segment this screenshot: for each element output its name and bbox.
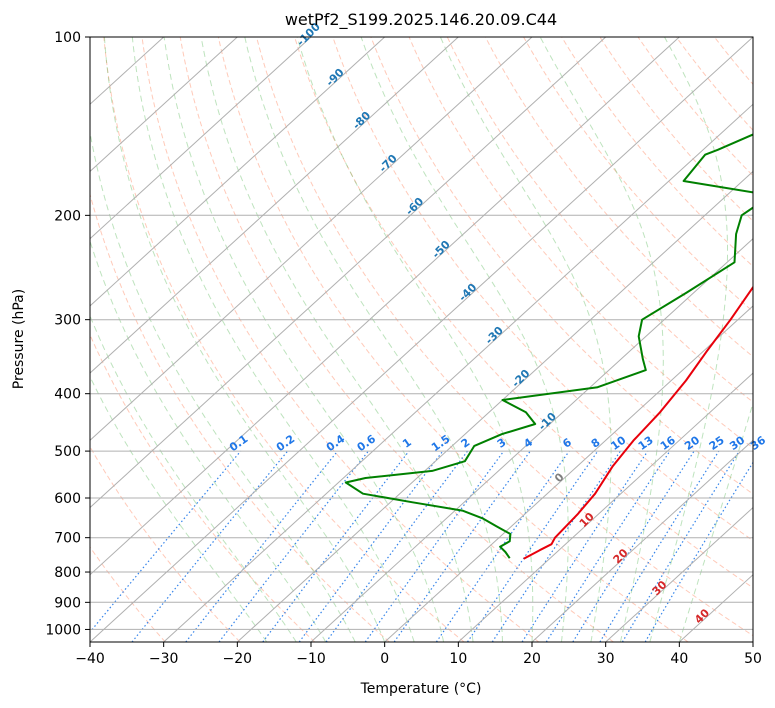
isotherm-line — [236, 170, 753, 642]
x-tick-label: 30 — [597, 651, 615, 667]
y-tick-label: 200 — [54, 208, 81, 224]
isotherm-line — [90, 37, 680, 576]
isotherm-line — [90, 37, 533, 442]
mixing-ratio-line — [621, 450, 740, 642]
isotherm-line — [310, 237, 753, 642]
mixing-ratio-line — [521, 450, 649, 642]
mixing-ratio-line — [185, 450, 339, 642]
x-tick-label: −20 — [223, 651, 253, 667]
isotherm-line — [163, 103, 753, 642]
dewpoint-profile-line — [344, 133, 753, 559]
mixing-ratio-line — [435, 450, 570, 642]
y-tick-label: 900 — [54, 595, 81, 611]
dry-adiabat-line — [523, 37, 753, 313]
dry-adiabat-line — [90, 333, 316, 642]
dry-adiabat-line — [103, 37, 465, 642]
moist-adiabat-line — [678, 401, 753, 642]
moist-adiabat-line — [90, 375, 268, 642]
isotherm-line — [90, 37, 312, 240]
dry-adiabat-line — [179, 37, 614, 642]
mixing-ratio-line — [572, 450, 695, 642]
y-axis-title: Pressure (hPa) — [11, 289, 27, 389]
y-tick-label: 100 — [54, 30, 81, 46]
dry-adiabat-line — [141, 37, 540, 642]
y-tick-label: 600 — [54, 491, 81, 507]
dry-adiabat-line — [294, 37, 753, 589]
moist-adiabat-line — [439, 37, 612, 642]
moist-adiabat-line — [131, 37, 415, 642]
mixing-ratio-line — [466, 450, 599, 642]
x-tick-label: −30 — [149, 651, 179, 667]
x-tick-label: 10 — [449, 651, 467, 667]
moist-adiabat-line — [90, 314, 297, 642]
moist-adiabat-line — [200, 37, 474, 642]
moist-adiabat-line — [649, 37, 728, 642]
axes-ticks: −40 −30 −20 −10 0 10 20 30 40 50 100 200 300 400 500 60… — [45, 30, 762, 667]
moist-adiabat-line — [90, 239, 327, 642]
moist-adiabat-line — [539, 37, 664, 642]
moist-adiabat-line — [163, 37, 445, 642]
mixing-ratio-line — [262, 450, 410, 642]
x-tick-label: 0 — [380, 651, 389, 667]
isotherm-line — [531, 439, 753, 642]
profile-series — [344, 133, 753, 560]
dry-adiabat-line — [90, 445, 241, 642]
moist-adiabat-line — [103, 37, 386, 642]
mixing-ratio-line — [298, 450, 444, 642]
isotherm-line — [90, 37, 607, 509]
x-tick-label: −10 — [296, 651, 326, 667]
plot-frame — [89, 36, 754, 643]
mixing-ratio-line — [325, 450, 468, 642]
isotherm-line — [605, 506, 753, 642]
x-tick-label: −40 — [75, 651, 105, 667]
isotherm-line — [457, 372, 753, 642]
isotherm-line — [90, 37, 459, 374]
moist-adiabat-line — [296, 37, 534, 642]
y-tick-label: 400 — [54, 387, 81, 403]
dry-adiabat-line — [446, 37, 753, 403]
isotherm-line — [90, 37, 238, 173]
dry-adiabat-line — [217, 37, 689, 642]
x-tick-label: 20 — [523, 651, 541, 667]
mixing-ratio-line — [545, 450, 671, 642]
dry-adiabat-line — [370, 37, 753, 495]
moist-adiabat-line — [360, 37, 569, 642]
y-tick-label: 300 — [54, 313, 81, 329]
isotherm-line — [90, 37, 753, 642]
temperature-profile-line — [523, 285, 753, 560]
isotherm-line — [90, 37, 386, 307]
y-tick-label: 1000 — [45, 622, 81, 638]
y-tick-label: 500 — [54, 444, 81, 460]
mixing-ratio-line — [491, 450, 621, 642]
x-tick-label: 40 — [670, 651, 688, 667]
moist-adiabat-line — [244, 37, 503, 642]
y-tick-label: 700 — [54, 531, 81, 547]
moist-adiabat-line — [90, 129, 356, 642]
y-tick-label: 800 — [54, 565, 81, 581]
x-tick-label: 50 — [744, 651, 762, 667]
mixing-ratio-line — [364, 450, 505, 642]
chart-title: wetPf2_S199.2025.146.20.09.C44 — [285, 10, 557, 30]
x-axis-title: Temperature (°C) — [360, 681, 482, 697]
mixing-ratio-line — [131, 450, 289, 642]
mixing-ratio-line — [90, 450, 242, 633]
